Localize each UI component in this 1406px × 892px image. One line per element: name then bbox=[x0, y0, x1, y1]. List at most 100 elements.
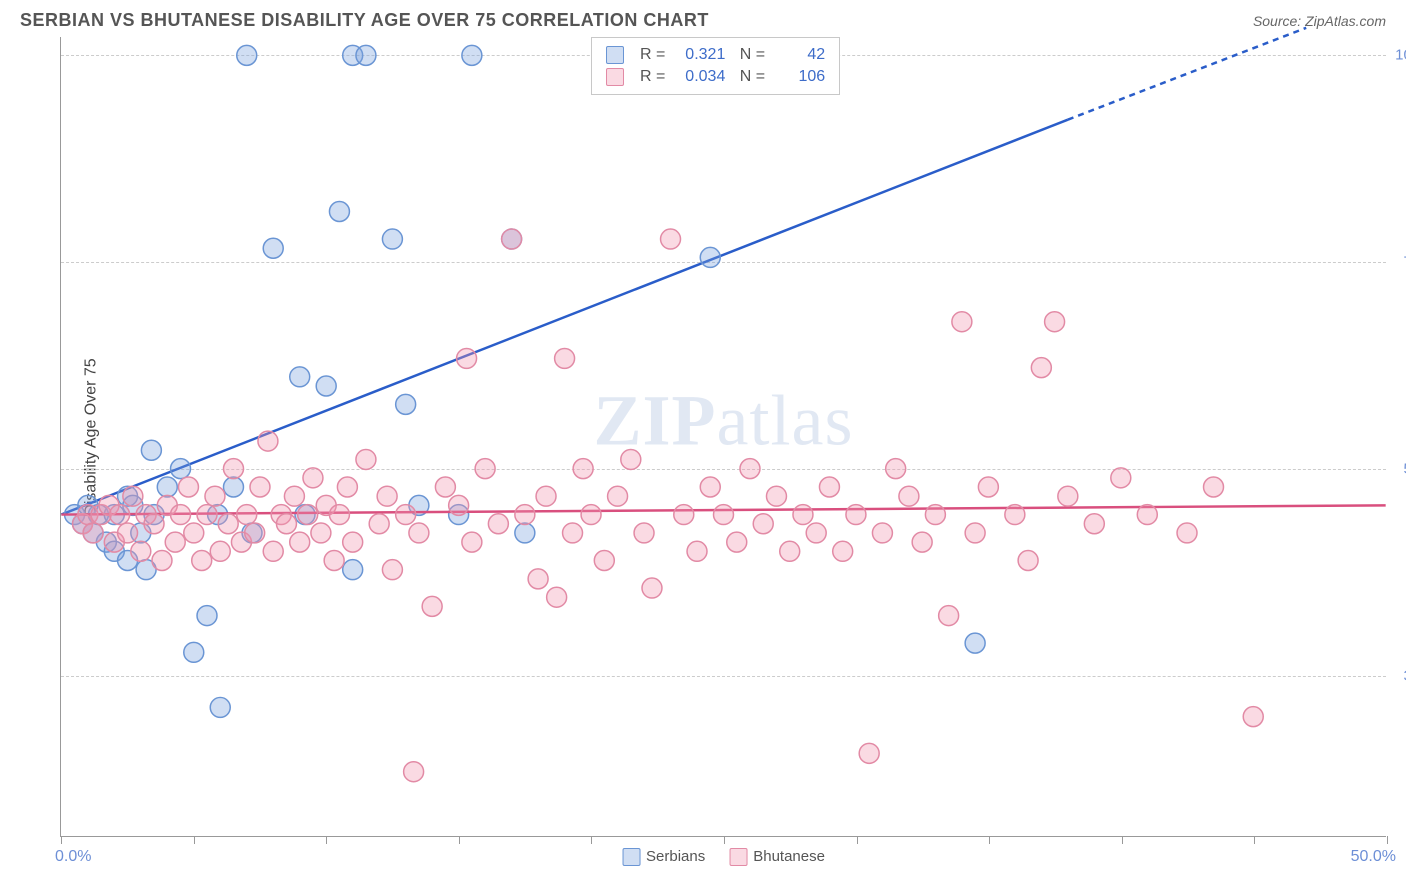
data-point-serbians bbox=[462, 45, 482, 65]
data-point-serbians bbox=[141, 440, 161, 460]
data-point-bhutanese bbox=[1111, 468, 1131, 488]
data-point-bhutanese bbox=[1243, 707, 1263, 727]
data-point-serbians bbox=[316, 376, 336, 396]
data-point-bhutanese bbox=[250, 477, 270, 497]
data-point-bhutanese bbox=[1018, 550, 1038, 570]
data-point-serbians bbox=[515, 523, 535, 543]
data-point-bhutanese bbox=[528, 569, 548, 589]
data-point-bhutanese bbox=[642, 578, 662, 598]
data-point-bhutanese bbox=[311, 523, 331, 543]
data-point-bhutanese bbox=[377, 486, 397, 506]
data-point-bhutanese bbox=[780, 541, 800, 561]
legend-swatch bbox=[622, 848, 640, 866]
data-point-serbians bbox=[197, 606, 217, 626]
data-point-bhutanese bbox=[727, 532, 747, 552]
data-point-serbians bbox=[396, 394, 416, 414]
data-point-serbians bbox=[343, 560, 363, 580]
data-point-bhutanese bbox=[806, 523, 826, 543]
data-point-serbians bbox=[700, 247, 720, 267]
data-point-bhutanese bbox=[369, 514, 389, 534]
data-point-bhutanese bbox=[563, 523, 583, 543]
source-label: Source: ZipAtlas.com bbox=[1253, 13, 1386, 29]
data-point-bhutanese bbox=[192, 550, 212, 570]
data-point-bhutanese bbox=[952, 312, 972, 332]
legend-item: Bhutanese bbox=[729, 848, 825, 866]
data-point-bhutanese bbox=[178, 477, 198, 497]
stats-legend-box: R =0.321 N =42 R =0.034 N =106 bbox=[591, 37, 840, 95]
data-point-bhutanese bbox=[740, 459, 760, 479]
data-point-bhutanese bbox=[925, 505, 945, 525]
data-point-bhutanese bbox=[608, 486, 628, 506]
data-point-bhutanese bbox=[819, 477, 839, 497]
data-point-bhutanese bbox=[978, 477, 998, 497]
data-point-bhutanese bbox=[457, 348, 477, 368]
data-point-bhutanese bbox=[356, 449, 376, 469]
trend-line-dashed-serbians bbox=[1068, 28, 1306, 120]
data-point-bhutanese bbox=[753, 514, 773, 534]
data-point-bhutanese bbox=[859, 743, 879, 763]
data-point-bhutanese bbox=[793, 505, 813, 525]
data-point-bhutanese bbox=[886, 459, 906, 479]
legend-label: Bhutanese bbox=[753, 848, 825, 865]
data-point-bhutanese bbox=[382, 560, 402, 580]
legend-label: Serbians bbox=[646, 848, 705, 865]
data-point-bhutanese bbox=[396, 505, 416, 525]
data-point-bhutanese bbox=[409, 523, 429, 543]
data-point-serbians bbox=[237, 45, 257, 65]
data-point-bhutanese bbox=[303, 468, 323, 488]
x-axis-max-label: 50.0% bbox=[1351, 848, 1396, 866]
data-point-bhutanese bbox=[343, 532, 363, 552]
data-point-bhutanese bbox=[144, 514, 164, 534]
swatch-serbians bbox=[606, 46, 624, 64]
chart-area: Disability Age Over 75 32.5%55.0%77.5%10… bbox=[60, 37, 1386, 837]
x-tick bbox=[194, 836, 195, 844]
data-point-bhutanese bbox=[1058, 486, 1078, 506]
data-point-bhutanese bbox=[110, 505, 130, 525]
data-point-bhutanese bbox=[435, 477, 455, 497]
data-point-serbians bbox=[290, 367, 310, 387]
data-point-bhutanese bbox=[833, 541, 853, 561]
data-point-bhutanese bbox=[152, 550, 172, 570]
x-tick bbox=[1122, 836, 1123, 844]
data-point-bhutanese bbox=[276, 514, 296, 534]
data-point-bhutanese bbox=[846, 505, 866, 525]
data-point-bhutanese bbox=[422, 596, 442, 616]
data-point-bhutanese bbox=[184, 523, 204, 543]
data-point-bhutanese bbox=[502, 229, 522, 249]
x-tick bbox=[857, 836, 858, 844]
data-point-bhutanese bbox=[674, 505, 694, 525]
data-point-bhutanese bbox=[1084, 514, 1104, 534]
data-point-bhutanese bbox=[210, 541, 230, 561]
data-point-bhutanese bbox=[634, 523, 654, 543]
data-point-serbians bbox=[356, 45, 376, 65]
data-point-bhutanese bbox=[237, 505, 257, 525]
data-point-bhutanese bbox=[872, 523, 892, 543]
data-point-serbians bbox=[329, 202, 349, 222]
data-point-bhutanese bbox=[197, 505, 217, 525]
data-point-bhutanese bbox=[547, 587, 567, 607]
stats-row-serbians: R =0.321 N =42 bbox=[606, 44, 825, 66]
trend-line-serbians bbox=[61, 120, 1068, 515]
data-point-bhutanese bbox=[123, 486, 143, 506]
data-point-bhutanese bbox=[462, 532, 482, 552]
data-point-bhutanese bbox=[488, 514, 508, 534]
stats-row-bhutanese: R =0.034 N =106 bbox=[606, 66, 825, 88]
data-point-bhutanese bbox=[329, 505, 349, 525]
data-point-bhutanese bbox=[404, 762, 424, 782]
bottom-legend: Serbians Bhutanese bbox=[622, 848, 825, 866]
data-point-serbians bbox=[157, 477, 177, 497]
data-point-serbians bbox=[184, 642, 204, 662]
x-tick bbox=[591, 836, 592, 844]
data-point-bhutanese bbox=[284, 486, 304, 506]
data-point-bhutanese bbox=[581, 505, 601, 525]
x-tick bbox=[1254, 836, 1255, 844]
data-point-bhutanese bbox=[131, 541, 151, 561]
data-point-bhutanese bbox=[258, 431, 278, 451]
data-point-bhutanese bbox=[700, 477, 720, 497]
data-point-serbians bbox=[224, 477, 244, 497]
scatter-plot-svg bbox=[61, 37, 1386, 836]
data-point-bhutanese bbox=[912, 532, 932, 552]
data-point-bhutanese bbox=[766, 486, 786, 506]
data-point-bhutanese bbox=[1204, 477, 1224, 497]
y-tick-label: 100.0% bbox=[1395, 47, 1406, 64]
